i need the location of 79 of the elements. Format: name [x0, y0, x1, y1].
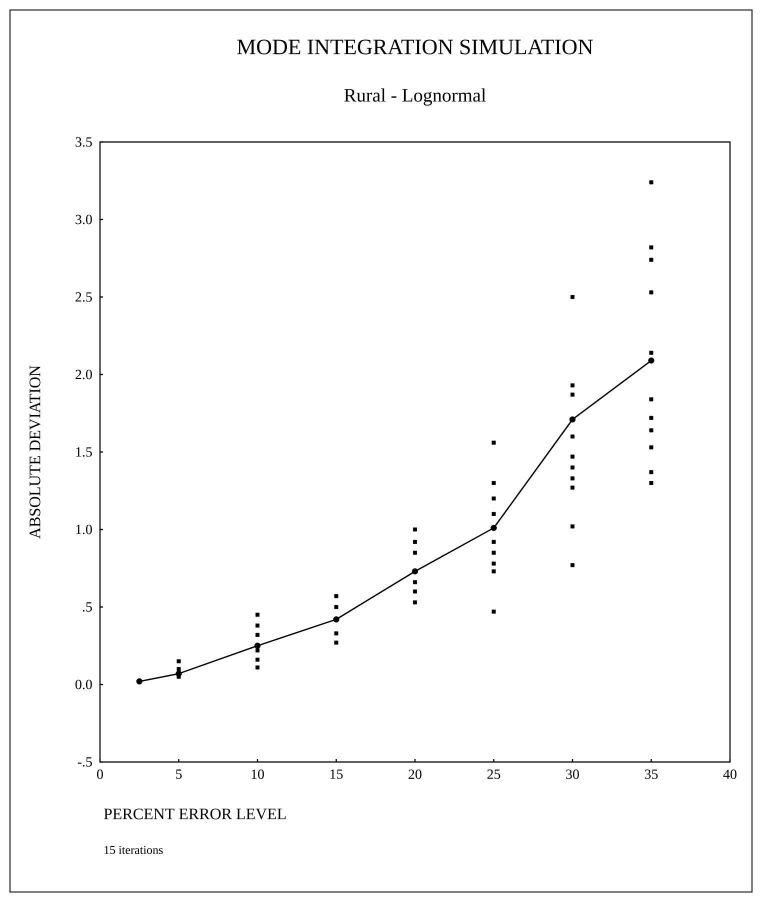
point — [334, 631, 338, 636]
y-tick-label: 3.5 — [76, 137, 92, 147]
y-tick-label: 1.5 — [76, 447, 92, 457]
x-tick-label: 35 — [644, 770, 658, 779]
point — [176, 666, 181, 671]
point — [136, 678, 142, 684]
chart-subtitle: Rural - Lognormal — [344, 88, 486, 106]
x-axis-title: PERCENT ERROR LEVEL — [104, 808, 286, 820]
point — [570, 434, 574, 438]
point — [492, 440, 496, 445]
point — [570, 465, 574, 470]
point — [176, 670, 182, 677]
x-tick-label: 40 — [723, 770, 736, 779]
y-tick-label: .5 — [82, 602, 92, 612]
point — [649, 180, 654, 184]
point — [255, 624, 260, 628]
x-tick-label: 10 — [252, 770, 264, 779]
point — [492, 496, 496, 500]
point — [649, 445, 654, 450]
point — [492, 562, 496, 566]
point — [649, 428, 654, 432]
point — [255, 632, 260, 637]
point — [649, 416, 654, 420]
point — [412, 540, 417, 544]
x-tick-label: 15 — [330, 770, 343, 779]
chart-title: MODE INTEGRATION SIMULATION — [237, 40, 593, 54]
point — [569, 416, 576, 423]
point — [412, 550, 417, 555]
point — [492, 610, 496, 614]
point — [412, 589, 417, 594]
point — [570, 563, 574, 568]
point — [570, 392, 574, 397]
y-tick-label: 0.0 — [76, 680, 92, 690]
point — [649, 470, 654, 474]
point — [334, 604, 338, 609]
point — [412, 580, 417, 584]
x-tick-label: 20 — [408, 770, 422, 779]
y-tick-label: 3.0 — [76, 214, 92, 224]
x-tick-label: 5 — [176, 770, 182, 779]
point — [649, 258, 654, 262]
point — [412, 568, 418, 574]
point — [649, 290, 654, 294]
point — [570, 295, 574, 299]
point — [570, 486, 574, 490]
point — [412, 527, 417, 532]
point — [334, 640, 338, 645]
x-tick-label: 0 — [97, 770, 103, 779]
point — [334, 594, 338, 598]
point — [333, 616, 340, 622]
point — [255, 665, 260, 670]
y-axis-title: ABSOLUTE DEVIATION — [30, 365, 40, 539]
point — [255, 648, 260, 652]
text: 15 iterations — [104, 846, 163, 854]
point — [492, 550, 496, 555]
point — [648, 357, 654, 364]
point — [492, 480, 496, 485]
y-tick-label: 2.5 — [76, 292, 92, 302]
point — [492, 540, 496, 544]
point — [254, 642, 261, 649]
point — [492, 512, 496, 516]
x-tick-label: 25 — [487, 770, 500, 779]
point — [649, 350, 654, 355]
point — [255, 658, 260, 662]
point — [570, 383, 574, 388]
point — [649, 397, 654, 402]
point — [649, 480, 654, 485]
point — [570, 454, 574, 459]
y-tick-label: 2.0 — [76, 370, 92, 380]
point — [176, 659, 181, 664]
point — [570, 476, 574, 480]
point — [490, 524, 497, 532]
y-tick-label: -.5 — [78, 757, 92, 767]
point — [570, 524, 574, 528]
x-tick-label: 30 — [566, 770, 579, 779]
point — [649, 245, 654, 250]
point — [412, 600, 417, 604]
y-tick-label: 1.0 — [76, 524, 92, 534]
point — [492, 569, 496, 574]
point — [255, 612, 260, 617]
